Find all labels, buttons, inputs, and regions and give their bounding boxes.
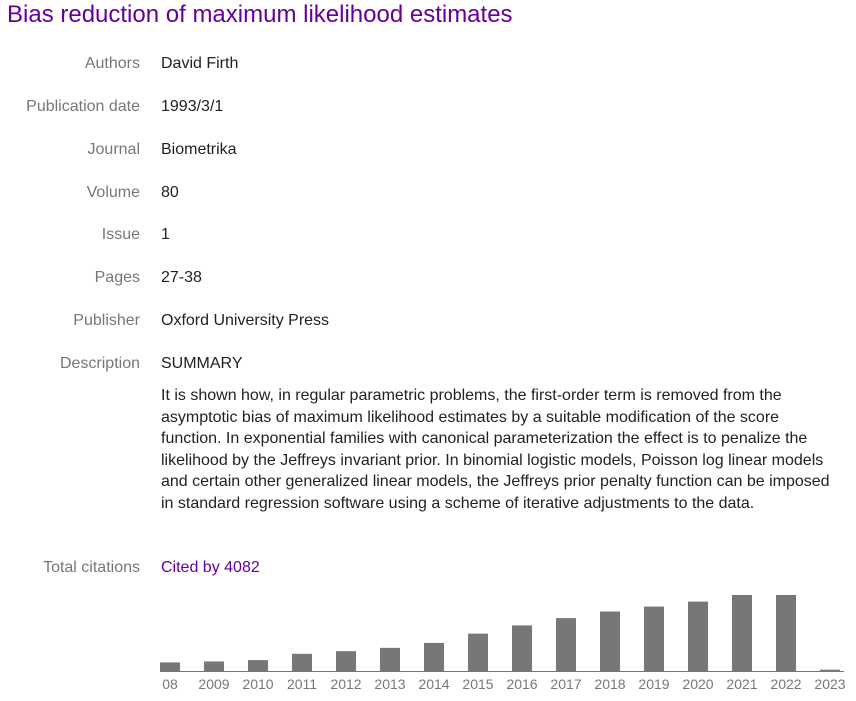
pages-label: Pages xyxy=(94,269,140,286)
chart-tick-label-2010: 2010 xyxy=(242,676,273,692)
volume-label: Volume xyxy=(86,184,140,201)
chart-bar-2023[interactable] xyxy=(820,669,840,671)
description-label: Description xyxy=(59,355,140,372)
chart-bar-2012[interactable] xyxy=(336,651,356,671)
chart-tick-label-2009: 2009 xyxy=(198,676,229,692)
chart-bar-2009[interactable] xyxy=(204,661,224,671)
chart-tick-label-2012: 2012 xyxy=(330,676,361,692)
chart-bar-2017[interactable] xyxy=(556,618,576,671)
chart-bar-2019[interactable] xyxy=(644,606,664,671)
chart-tick-label-2011: 2011 xyxy=(287,676,317,692)
chart-bar-2022[interactable] xyxy=(776,595,796,671)
chart-bar-2014[interactable] xyxy=(424,642,444,671)
chart-tick-label-2019: 2019 xyxy=(638,676,669,692)
authors-value: David Firth xyxy=(161,55,239,72)
chart-tick-label-2022: 2022 xyxy=(770,676,801,692)
chart-bar-2013[interactable] xyxy=(380,647,400,671)
chart-tick-label-2018: 2018 xyxy=(594,676,625,692)
chart-tick-label-08: 08 xyxy=(162,676,178,692)
chart-tick-label-2014: 2014 xyxy=(418,676,449,692)
citations-chart: 08 2009 2010 2011 2012 2013 2014 2015 2016 2017 20… xyxy=(160,595,846,692)
chart-bar-2021[interactable] xyxy=(732,595,752,671)
issue-label: Issue xyxy=(101,226,140,243)
chart-tick-label-2020: 2020 xyxy=(682,676,713,692)
issue-value: 1 xyxy=(161,226,170,243)
chart-bar-2016[interactable] xyxy=(512,625,532,671)
publisher-value: Oxford University Press xyxy=(161,312,330,329)
chart-bar-08[interactable] xyxy=(160,662,180,671)
chart-tick-label-2013: 2013 xyxy=(374,676,405,692)
chart-bar-2015[interactable] xyxy=(468,633,488,671)
chart-bar-2018[interactable] xyxy=(600,611,620,671)
journal-value: Biometrika xyxy=(161,141,237,158)
chart-tick-label-2015: 2015 xyxy=(462,676,493,692)
chart-bar-2020[interactable] xyxy=(688,601,708,671)
chart-tick-label-2023: 2023 xyxy=(814,676,845,692)
publisher-label: Publisher xyxy=(73,312,140,329)
chart-bar-2011[interactable] xyxy=(292,653,312,671)
total-citations-label: Total citations xyxy=(43,559,140,576)
pages-value: 27-38 xyxy=(161,269,202,286)
volume-value: 80 xyxy=(161,184,179,201)
description-body: It is shown how, in regular parametric p… xyxy=(161,387,830,512)
cited-by-link[interactable]: Cited by 4082 xyxy=(161,559,260,576)
description-heading: SUMMARY xyxy=(161,355,243,372)
publication-date-value: 1993/3/1 xyxy=(161,98,224,115)
publication-date-label: Publication date xyxy=(26,98,140,115)
chart-bar-2010[interactable] xyxy=(248,660,268,671)
article-title-link[interactable]: Bias reduction of maximum likelihood est… xyxy=(7,1,513,28)
chart-tick-label-2021: 2021 xyxy=(726,676,757,692)
authors-label: Authors xyxy=(84,55,140,72)
journal-label: Journal xyxy=(87,141,140,158)
chart-tick-label-2016: 2016 xyxy=(506,676,537,692)
chart-tick-label-2017: 2017 xyxy=(550,676,581,692)
